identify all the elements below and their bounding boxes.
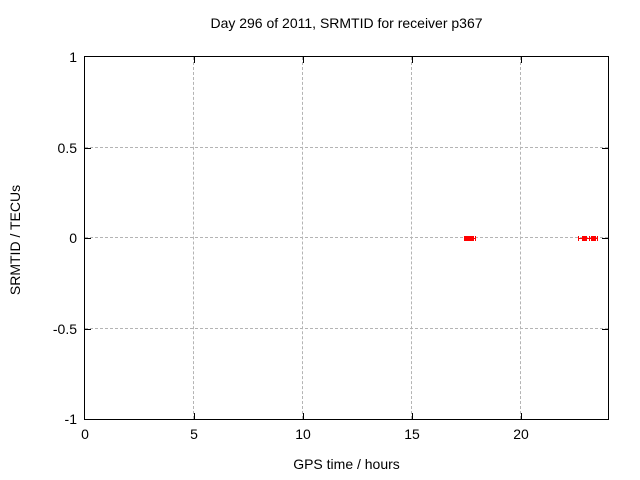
data-point (591, 236, 596, 241)
y-tick-mark (602, 329, 608, 330)
y-tick-mark (602, 238, 608, 239)
y-gridline (85, 147, 608, 148)
x-tick-label: 10 (295, 426, 311, 442)
error-bar-cap (475, 236, 476, 241)
y-tick-mark (602, 148, 608, 149)
y-tick-label: -0.5 (52, 321, 77, 337)
x-tick-mark (303, 57, 304, 63)
x-tick-mark (412, 413, 413, 419)
plot-area (84, 56, 609, 420)
error-bar-cap (578, 236, 579, 241)
y-gridline (85, 237, 608, 238)
x-tick-mark (303, 413, 304, 419)
x-tick-mark (194, 413, 195, 419)
error-bar-cap (464, 236, 465, 241)
y-axis-label-text: SRMTID / TECUs (7, 184, 23, 296)
y-tick-label: -1 (64, 411, 77, 427)
data-point (582, 236, 587, 241)
x-axis-label: GPS time / hours (293, 456, 400, 472)
x-tick-label: 15 (404, 426, 420, 442)
x-gridline (411, 57, 412, 419)
x-tick-mark (521, 57, 522, 63)
x-tick-label: 0 (81, 426, 89, 442)
y-tick-label: 1 (69, 49, 77, 65)
y-tick-label: 0 (69, 230, 77, 246)
x-tick-label: 20 (513, 426, 529, 442)
x-tick-mark (521, 413, 522, 419)
error-bar-cap (597, 236, 598, 241)
y-tick-mark (85, 238, 91, 239)
error-bar-cap (589, 236, 590, 241)
x-gridline (193, 57, 194, 419)
data-point (469, 236, 474, 241)
y-gridline (85, 328, 608, 329)
y-tick-label: 0.5 (57, 140, 77, 156)
y-tick-mark (85, 329, 91, 330)
error-bar-cap (467, 236, 468, 241)
chart-title: Day 296 of 2011, SRMTID for receiver p36… (210, 15, 483, 31)
x-tick-label: 5 (190, 426, 198, 442)
y-tick-mark (85, 148, 91, 149)
x-tick-mark (194, 57, 195, 63)
x-gridline (302, 57, 303, 419)
x-tick-mark (412, 57, 413, 63)
x-gridline (520, 57, 521, 419)
